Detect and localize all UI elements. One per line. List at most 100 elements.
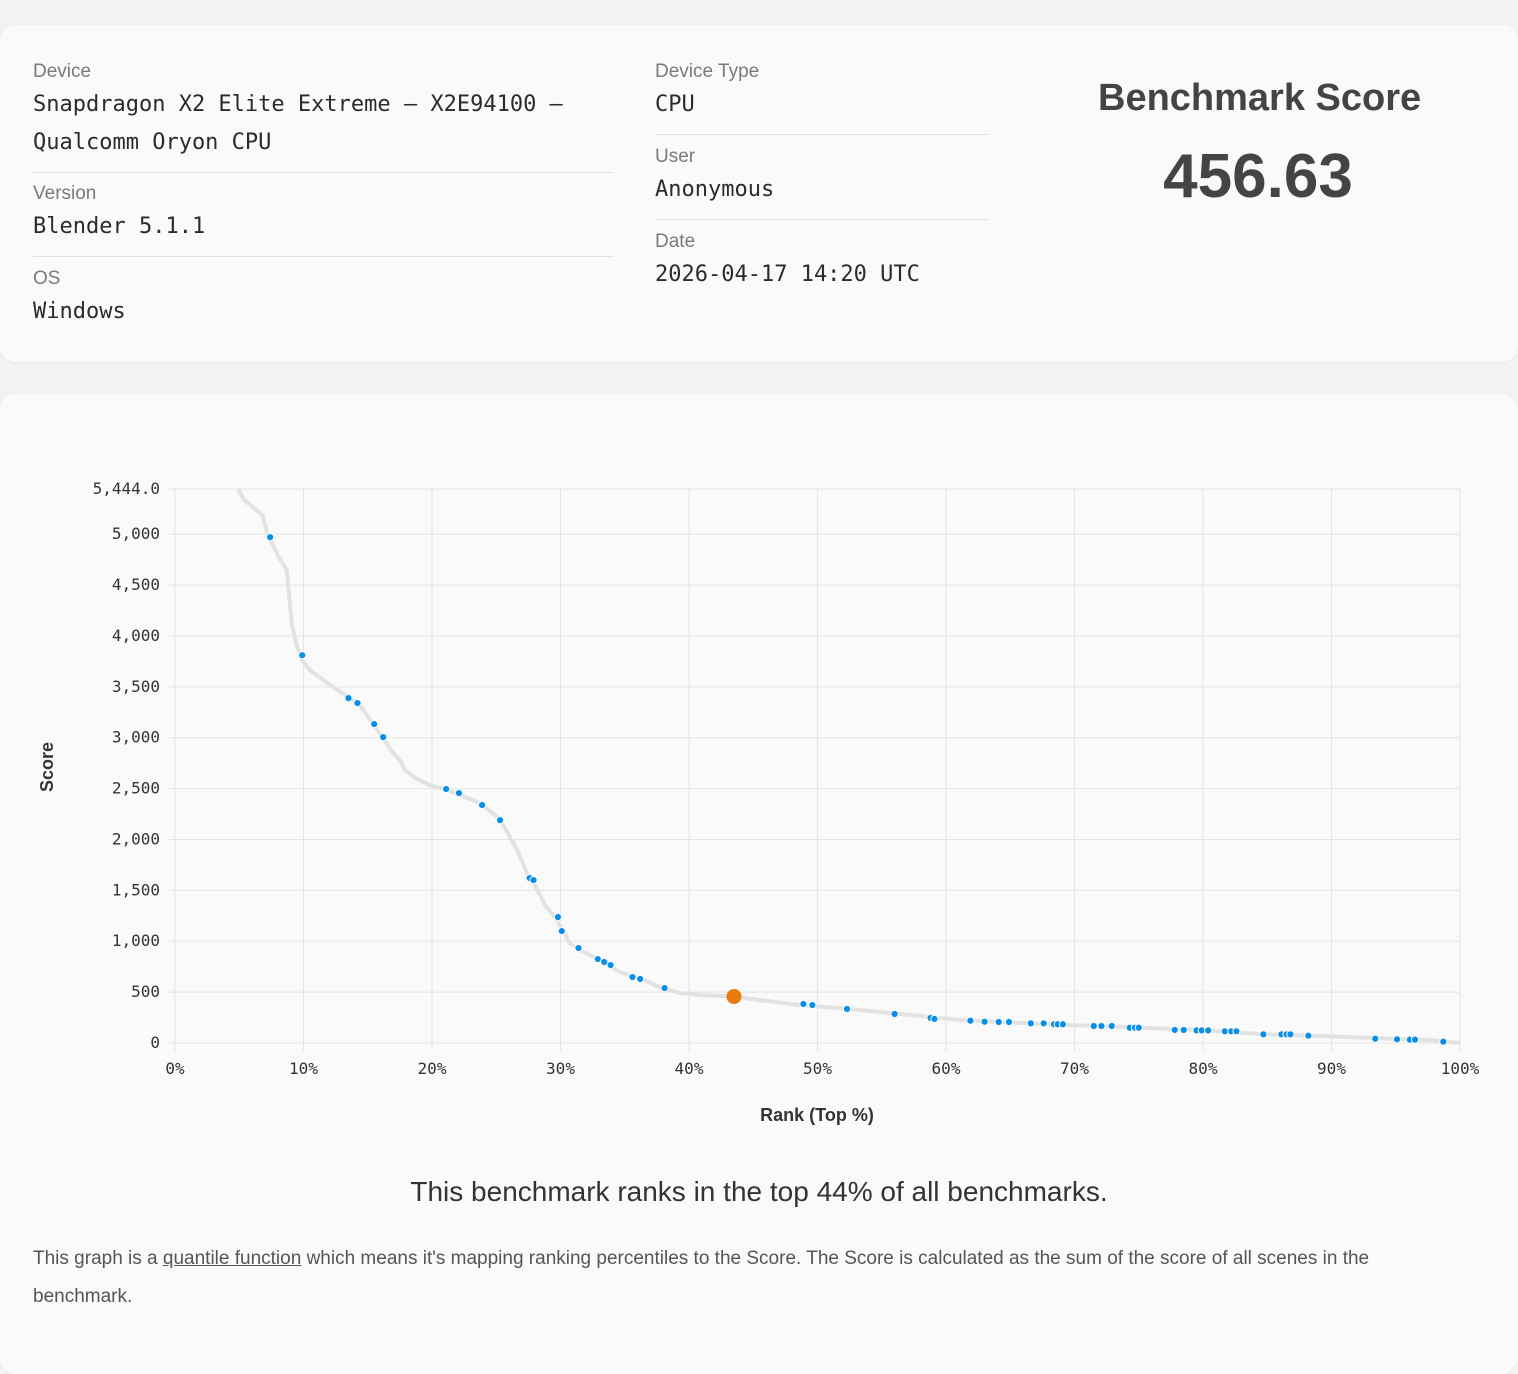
data-point[interactable]	[1089, 1021, 1098, 1031]
data-point[interactable]	[1304, 1031, 1313, 1040]
data-point[interactable]	[660, 983, 669, 993]
data-point[interactable]	[353, 699, 362, 708]
data-point[interactable]	[344, 694, 353, 703]
data-point[interactable]	[454, 788, 464, 798]
user-field: User Anonymous	[655, 145, 774, 209]
y-tick-label: 3,000	[112, 728, 160, 747]
date-field: Date 2026-04-17 14:20 UTC	[655, 230, 920, 294]
os-label: OS	[33, 268, 61, 289]
version-value: Blender 5.1.1	[33, 214, 206, 239]
y-tick-label: 3,500	[112, 677, 160, 696]
data-point[interactable]	[553, 912, 563, 922]
version-field: Version Blender 5.1.1	[33, 182, 205, 246]
data-point[interactable]	[379, 732, 388, 742]
description-text: This graph is a	[33, 1248, 163, 1269]
data-point[interactable]	[1058, 1020, 1068, 1029]
x-tick-label: 80%	[1189, 1059, 1218, 1078]
y-tick-label: 0	[150, 1033, 160, 1052]
data-point[interactable]	[1179, 1025, 1188, 1035]
data-point[interactable]	[628, 972, 637, 982]
data-point[interactable]	[606, 960, 615, 970]
data-point[interactable]	[574, 943, 583, 953]
x-tick-label: 70%	[1060, 1059, 1089, 1078]
data-point[interactable]	[1134, 1023, 1143, 1032]
data-point[interactable]	[1410, 1035, 1420, 1044]
user-label: User	[655, 146, 696, 167]
data-point[interactable]	[370, 719, 379, 729]
data-point[interactable]	[600, 957, 609, 967]
x-axis-title: Rank (Top %)	[760, 1105, 874, 1125]
y-tick-label: 1,500	[112, 880, 160, 899]
x-tick-label: 90%	[1317, 1059, 1346, 1078]
device-type-label: Device Type	[655, 61, 760, 82]
benchmark-score-title: Benchmark Score	[1098, 77, 1422, 119]
data-point[interactable]	[1004, 1017, 1014, 1027]
data-point[interactable]	[1204, 1026, 1213, 1035]
chart-card: 0 500 1,000 1,500 2,000 2,500 3,000 3,500 4,000 4…	[0, 394, 1518, 1374]
x-tick-label: 100%	[1441, 1059, 1480, 1078]
data-point[interactable]	[1039, 1019, 1048, 1028]
data-point[interactable]	[966, 1016, 975, 1025]
data-point[interactable]	[799, 999, 808, 1009]
benchmark-info-card: Device Snapdragon X2 Elite Extreme – X2E…	[0, 25, 1518, 362]
os-field: OS Windows	[33, 267, 126, 331]
x-tick-label: 10%	[289, 1059, 318, 1078]
description-text: which means it's mapping ranking percent…	[33, 1248, 1370, 1307]
data-point[interactable]	[1392, 1035, 1402, 1044]
data-point[interactable]	[1259, 1030, 1268, 1039]
x-tick-label: 50%	[803, 1059, 832, 1078]
y-tick-label: 2,500	[112, 779, 160, 798]
benchmark-score-value: 456.63	[1163, 142, 1353, 211]
data-point[interactable]	[529, 875, 538, 885]
device-label: Device	[33, 61, 92, 82]
data-point[interactable]	[1371, 1034, 1380, 1043]
data-point[interactable]	[808, 1000, 817, 1010]
chart-description: This graph is a quantile function which …	[33, 1240, 1473, 1316]
data-point[interactable]	[930, 1014, 939, 1024]
data-point[interactable]	[442, 785, 451, 794]
divider	[655, 134, 988, 135]
version-label: Version	[33, 183, 97, 204]
y-tick-label: 5,000	[112, 524, 160, 543]
data-point[interactable]	[842, 1004, 852, 1014]
data-point[interactable]	[496, 816, 505, 825]
data-point[interactable]	[1286, 1030, 1295, 1039]
date-label: Date	[655, 231, 696, 252]
user-value: Anonymous	[655, 177, 775, 202]
device-field: Device Snapdragon X2 Elite Extreme – X2E…	[33, 60, 613, 162]
data-point[interactable]	[557, 926, 566, 936]
date-value: 2026-04-17 14:20 UTC	[655, 262, 920, 287]
data-point[interactable]	[1170, 1025, 1179, 1035]
quantile-chart[interactable]: 0 500 1,000 1,500 2,000 2,500 3,000 3,500 4,000 4…	[0, 394, 1518, 1154]
y-tick-label: 500	[131, 982, 160, 1001]
data-point[interactable]	[636, 974, 645, 984]
y-tick-label: 1,000	[112, 931, 160, 950]
divider	[655, 219, 988, 220]
y-tick-label: 4,000	[112, 626, 160, 645]
device-value: Snapdragon X2 Elite Extreme – X2E94100 –…	[33, 92, 563, 155]
x-tick-label: 20%	[418, 1059, 447, 1078]
device-type-value: CPU	[655, 92, 695, 117]
x-tick-label: 60%	[932, 1059, 961, 1078]
current-benchmark-point[interactable]	[726, 989, 742, 1005]
data-point[interactable]	[994, 1017, 1003, 1027]
data-point[interactable]	[1107, 1021, 1116, 1031]
rank-summary: This benchmark ranks in the top 44% of a…	[410, 1176, 1108, 1207]
os-value: Windows	[33, 299, 126, 324]
data-point[interactable]	[980, 1017, 989, 1026]
data-point[interactable]	[1026, 1019, 1035, 1028]
data-point[interactable]	[265, 533, 275, 542]
data-point[interactable]	[478, 800, 487, 810]
divider	[33, 172, 614, 173]
quantile-function-link[interactable]: quantile function	[162, 1248, 302, 1269]
y-tick-label: 4,500	[112, 575, 160, 594]
data-point[interactable]	[1232, 1027, 1241, 1036]
data-point[interactable]	[1097, 1021, 1106, 1031]
device-type-field: Device Type CPU	[655, 60, 759, 124]
y-tick-label: 5,444.0	[93, 479, 160, 498]
divider	[33, 256, 614, 257]
data-point[interactable]	[298, 651, 307, 660]
data-point[interactable]	[890, 1009, 899, 1019]
x-tick-label: 40%	[675, 1059, 704, 1078]
data-point[interactable]	[1439, 1037, 1448, 1046]
